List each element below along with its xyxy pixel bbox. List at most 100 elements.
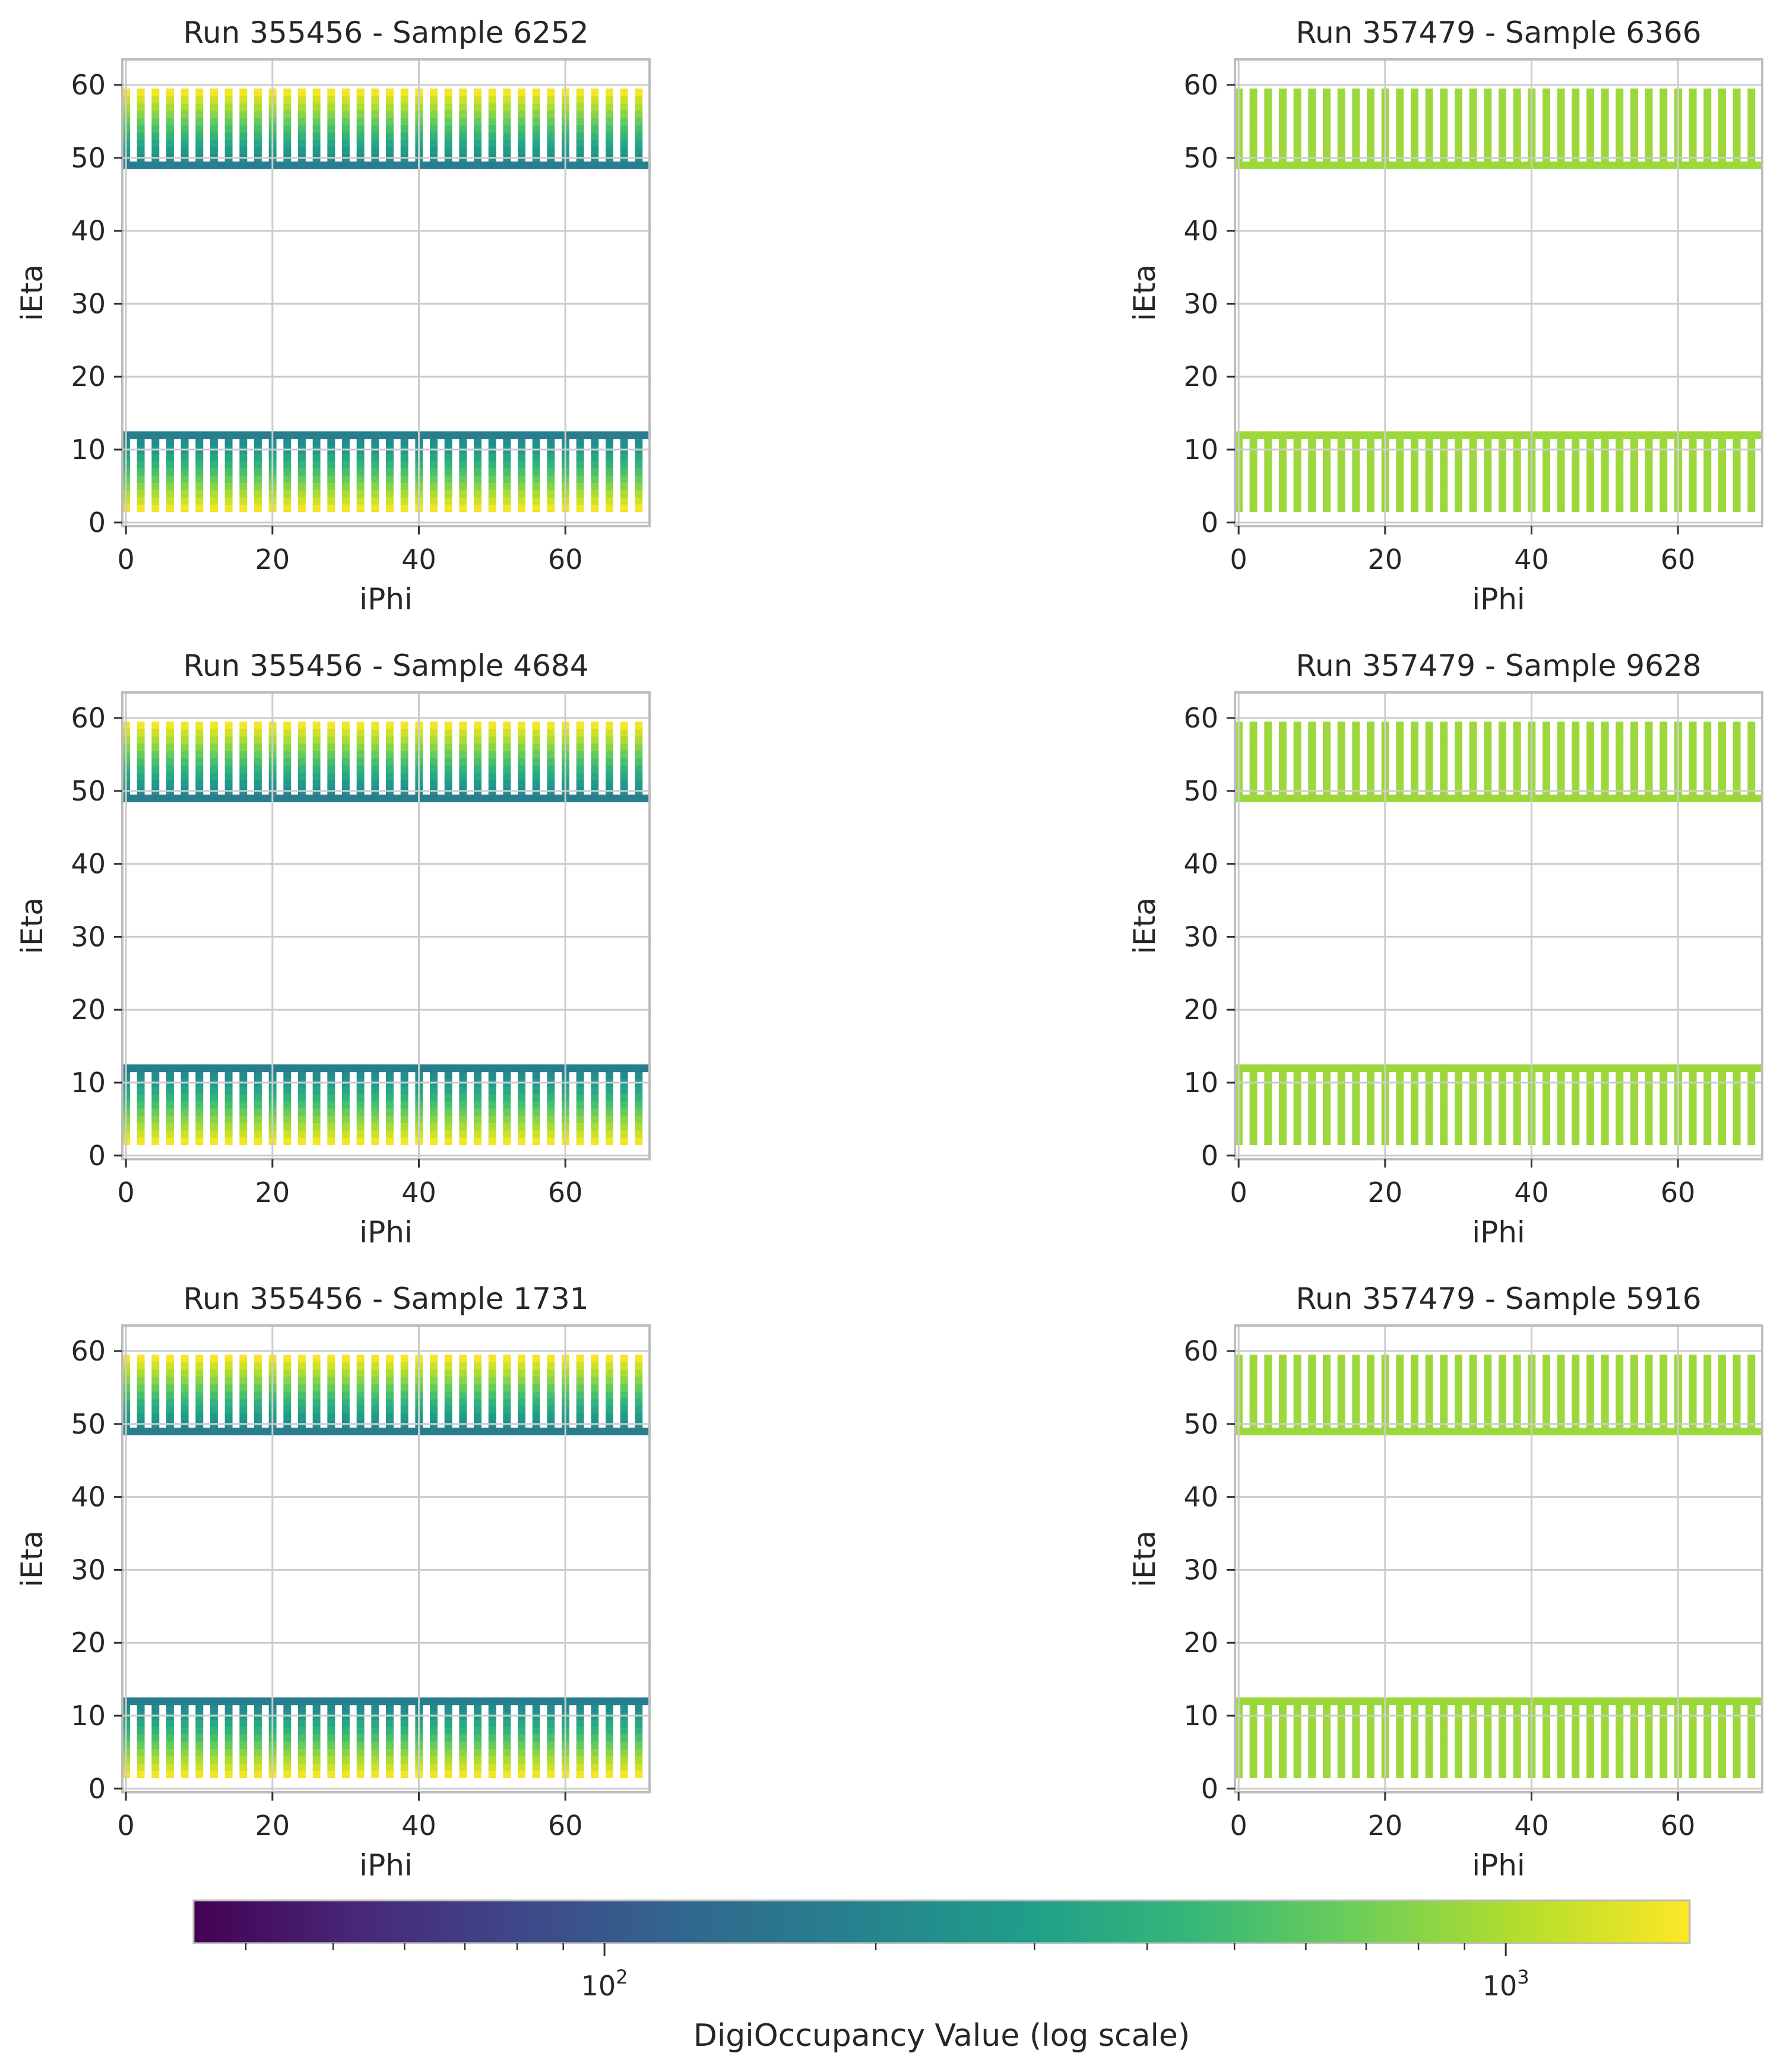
heatmap-cell [1367,1741,1374,1749]
heatmap-cell [342,1130,350,1138]
heatmap-cell [400,1763,408,1771]
heatmap-cell [532,736,540,744]
heatmap-cell [1455,1100,1462,1109]
heatmap-cell [547,1413,555,1421]
heatmap-cell [137,489,145,498]
heatmap-cell [327,729,335,737]
heatmap-cell [1469,453,1477,461]
heatmap-cell [430,482,438,491]
heatmap-cell [1543,110,1550,118]
heatmap-cell [547,489,555,498]
heatmap-cell [1359,431,1367,439]
heatmap-cell [327,1086,335,1094]
heatmap-cell [1499,467,1506,476]
heatmap-cell [239,1427,248,1435]
heatmap-cell [166,729,174,737]
heatmap-cell [1352,794,1360,802]
heatmap-cell [547,496,555,505]
heatmap-cell [364,1064,372,1073]
heatmap-cell [283,504,292,513]
heatmap-cell [166,1130,174,1138]
heatmap-cell [371,118,379,126]
heatmap-cell [1323,431,1331,439]
heatmap-cell [1367,438,1374,447]
heatmap-cell [1337,1122,1345,1131]
heatmap-cell [474,482,482,491]
heatmap-cell [1308,110,1316,118]
heatmap-cell [1286,1427,1294,1435]
heatmap-cell [547,453,555,461]
heatmap-cell [356,1427,365,1435]
heatmap-cell [606,1726,613,1735]
heatmap-cell [1513,1115,1521,1124]
heatmap-cell [1616,1741,1624,1749]
heatmap-cell [1469,475,1477,483]
heatmap-cell [342,1115,350,1124]
heatmap-cell [371,722,379,730]
heatmap-cell [1308,1122,1316,1131]
heatmap-cell [547,482,555,491]
heatmap-cell [254,1741,262,1749]
heatmap-cell [474,475,482,483]
heatmap-cell [1271,161,1279,169]
heatmap-cell [1293,475,1301,483]
heatmap-cell [620,1719,628,1728]
y-tick-label: 10 [71,1700,106,1732]
y-tick-label: 60 [71,1335,106,1367]
heatmap-cell [312,773,321,780]
heatmap-cell [224,1748,233,1757]
heatmap-cell [298,438,306,447]
heatmap-cell [400,467,408,476]
heatmap-cell [1301,1697,1309,1706]
heatmap-cell [1308,1697,1316,1706]
heatmap-cell [1499,1726,1506,1735]
heatmap-cell [466,1427,474,1435]
heatmap-cell [1264,140,1272,147]
heatmap-cell [137,147,145,155]
heatmap-cell [1337,110,1345,118]
heatmap-cell [452,1064,460,1073]
heatmap-cell [1352,161,1360,169]
heatmap-cell [503,1369,511,1377]
heatmap-cell [224,1086,233,1094]
heatmap-cell [444,1384,452,1392]
heatmap-cell [1396,758,1404,766]
heatmap-cell [283,1071,292,1080]
heatmap-cell [210,467,218,476]
heatmap-cell [620,482,628,491]
heatmap-cell [371,758,379,766]
heatmap-cell [1601,453,1609,461]
heatmap-cell [1293,751,1301,759]
heatmap-cell [1557,743,1565,751]
heatmap-cell [137,765,145,773]
heatmap-cell [488,431,496,439]
heatmap-cell [1293,1130,1301,1138]
heatmap-cell [327,1064,335,1073]
heatmap-cell [180,96,189,104]
heatmap-cell [1703,504,1712,513]
heatmap-cell [283,489,292,498]
heatmap-cell [261,1064,270,1073]
heatmap-cell [466,1697,474,1706]
heatmap-cell [503,438,511,447]
heatmap-cell [386,1697,394,1706]
heatmap-cell [246,794,255,802]
heatmap-cell [1455,1122,1462,1131]
heatmap-cell [1367,132,1374,140]
heatmap-cell [635,1398,643,1406]
heatmap-cell [239,1100,248,1109]
heatmap-cell [1425,1741,1433,1749]
heatmap-cell [488,1726,496,1735]
heatmap-cell [1718,1115,1726,1124]
heatmap-cell [635,1086,643,1094]
x-tick-label: 40 [1514,1176,1549,1209]
y-tick-label: 40 [1183,848,1218,880]
heatmap-cell [1718,1086,1726,1094]
heatmap-cell [195,88,204,97]
heatmap-cell [1718,118,1726,126]
heatmap-cell [1396,1064,1404,1073]
heatmap-cell [298,751,306,759]
heatmap-cell [503,1741,511,1749]
heatmap-cell [1747,751,1756,759]
heatmap-cell [1733,743,1741,751]
